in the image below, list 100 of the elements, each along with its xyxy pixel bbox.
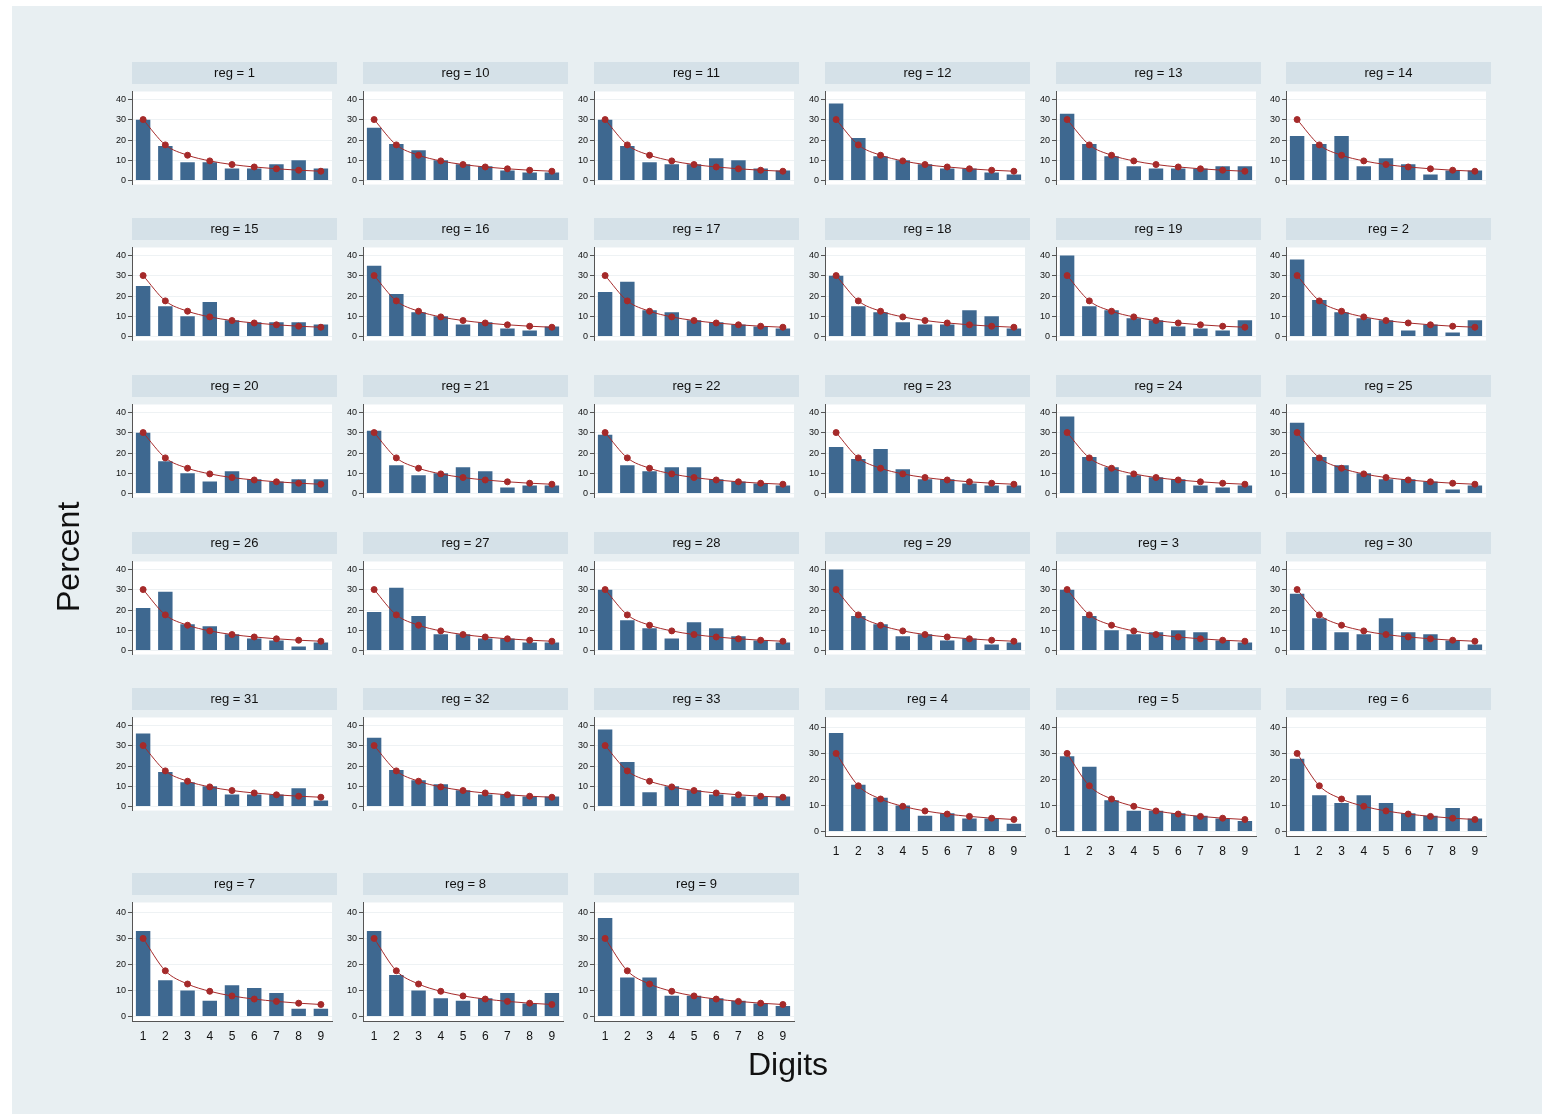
point — [757, 636, 765, 644]
point — [668, 313, 676, 321]
x-tick-label: 2 — [854, 844, 862, 859]
y-tick-label: 30 — [577, 740, 588, 751]
point — [370, 429, 378, 437]
point — [295, 999, 303, 1007]
point — [503, 791, 511, 799]
point — [1130, 627, 1138, 635]
x-tick-label: 2 — [1315, 844, 1323, 859]
point — [779, 323, 787, 331]
y-tick-label: 10 — [808, 624, 819, 635]
point — [623, 767, 631, 775]
y-tick-label: 30 — [346, 114, 357, 125]
bar — [1289, 259, 1305, 337]
y-tick-label: 0 — [120, 331, 126, 342]
y-tick-label: 40 — [577, 93, 588, 104]
bar — [1082, 457, 1097, 494]
bar — [873, 448, 888, 494]
bar — [597, 729, 613, 807]
y-tick-label: 30 — [1039, 584, 1050, 595]
bar — [135, 930, 151, 1016]
bar — [962, 818, 977, 831]
point — [392, 611, 400, 619]
x-tick-label: 9 — [1471, 844, 1479, 859]
y-tick-label: 40 — [346, 406, 357, 417]
point — [481, 633, 489, 641]
bar — [917, 815, 933, 831]
y-tick-label: 30 — [577, 427, 588, 438]
point — [370, 272, 378, 280]
y-tick-label: 0 — [813, 331, 819, 342]
y-tick-label: 20 — [808, 447, 819, 458]
chart-title: reg = 19 — [1056, 218, 1261, 240]
point — [646, 151, 654, 159]
point — [370, 586, 378, 594]
x-tick-label: 1 — [1063, 844, 1071, 859]
y-tick-label: 0 — [582, 1010, 588, 1021]
y-tick-label: 30 — [1039, 427, 1050, 438]
point — [1063, 586, 1071, 594]
bar — [389, 587, 404, 651]
chart-title: reg = 7 — [132, 873, 337, 895]
bar — [873, 312, 888, 337]
x-tick-label: 8 — [295, 1029, 303, 1044]
point — [757, 792, 765, 800]
y-tick-label: 20 — [1039, 290, 1050, 301]
y-tick-label: 40 — [115, 249, 126, 260]
bar — [202, 162, 217, 181]
point — [646, 980, 654, 988]
point — [437, 627, 445, 635]
bar — [1059, 756, 1075, 831]
bar — [1126, 166, 1141, 181]
point — [1219, 322, 1227, 330]
bar — [828, 569, 844, 651]
bar — [500, 328, 515, 337]
y-tick-label: 0 — [351, 645, 357, 656]
bar — [389, 294, 404, 337]
y-tick-label: 10 — [115, 984, 126, 995]
bar — [180, 473, 195, 494]
point — [1404, 319, 1412, 327]
bar — [1334, 632, 1349, 651]
bar — [1082, 766, 1097, 831]
point — [623, 297, 631, 305]
point — [1315, 454, 1323, 462]
y-tick-label: 20 — [346, 447, 357, 458]
chart-title: reg = 24 — [1056, 375, 1261, 397]
point — [250, 319, 258, 327]
point — [1108, 151, 1116, 159]
point — [1241, 480, 1249, 488]
point — [712, 319, 720, 327]
bar — [180, 624, 195, 651]
x-tick-label: 2 — [1085, 844, 1093, 859]
point — [988, 814, 996, 822]
point — [646, 621, 654, 629]
point — [1152, 474, 1160, 482]
point — [317, 637, 325, 645]
bar — [269, 640, 284, 651]
y-tick-label: 0 — [813, 645, 819, 656]
point — [1108, 307, 1116, 315]
point — [184, 980, 192, 988]
y-tick-label: 20 — [1269, 774, 1280, 785]
y-tick-label: 40 — [577, 563, 588, 574]
point — [459, 992, 467, 1000]
point — [206, 783, 214, 791]
bar — [917, 324, 933, 337]
y-tick-label: 40 — [346, 563, 357, 574]
point — [988, 166, 996, 174]
point — [899, 470, 907, 478]
point — [1174, 476, 1182, 484]
point — [1085, 141, 1093, 149]
point — [184, 464, 192, 472]
bar — [620, 761, 635, 807]
point — [668, 627, 676, 635]
y-tick-label: 20 — [346, 604, 357, 615]
point — [779, 637, 787, 645]
bar — [455, 324, 471, 337]
bar — [664, 995, 679, 1016]
bar — [1312, 144, 1327, 181]
y-tick-label: 0 — [1274, 645, 1280, 656]
bar — [1445, 489, 1460, 494]
x-tick-label: 9 — [1241, 844, 1249, 859]
y-tick-label: 0 — [582, 488, 588, 499]
